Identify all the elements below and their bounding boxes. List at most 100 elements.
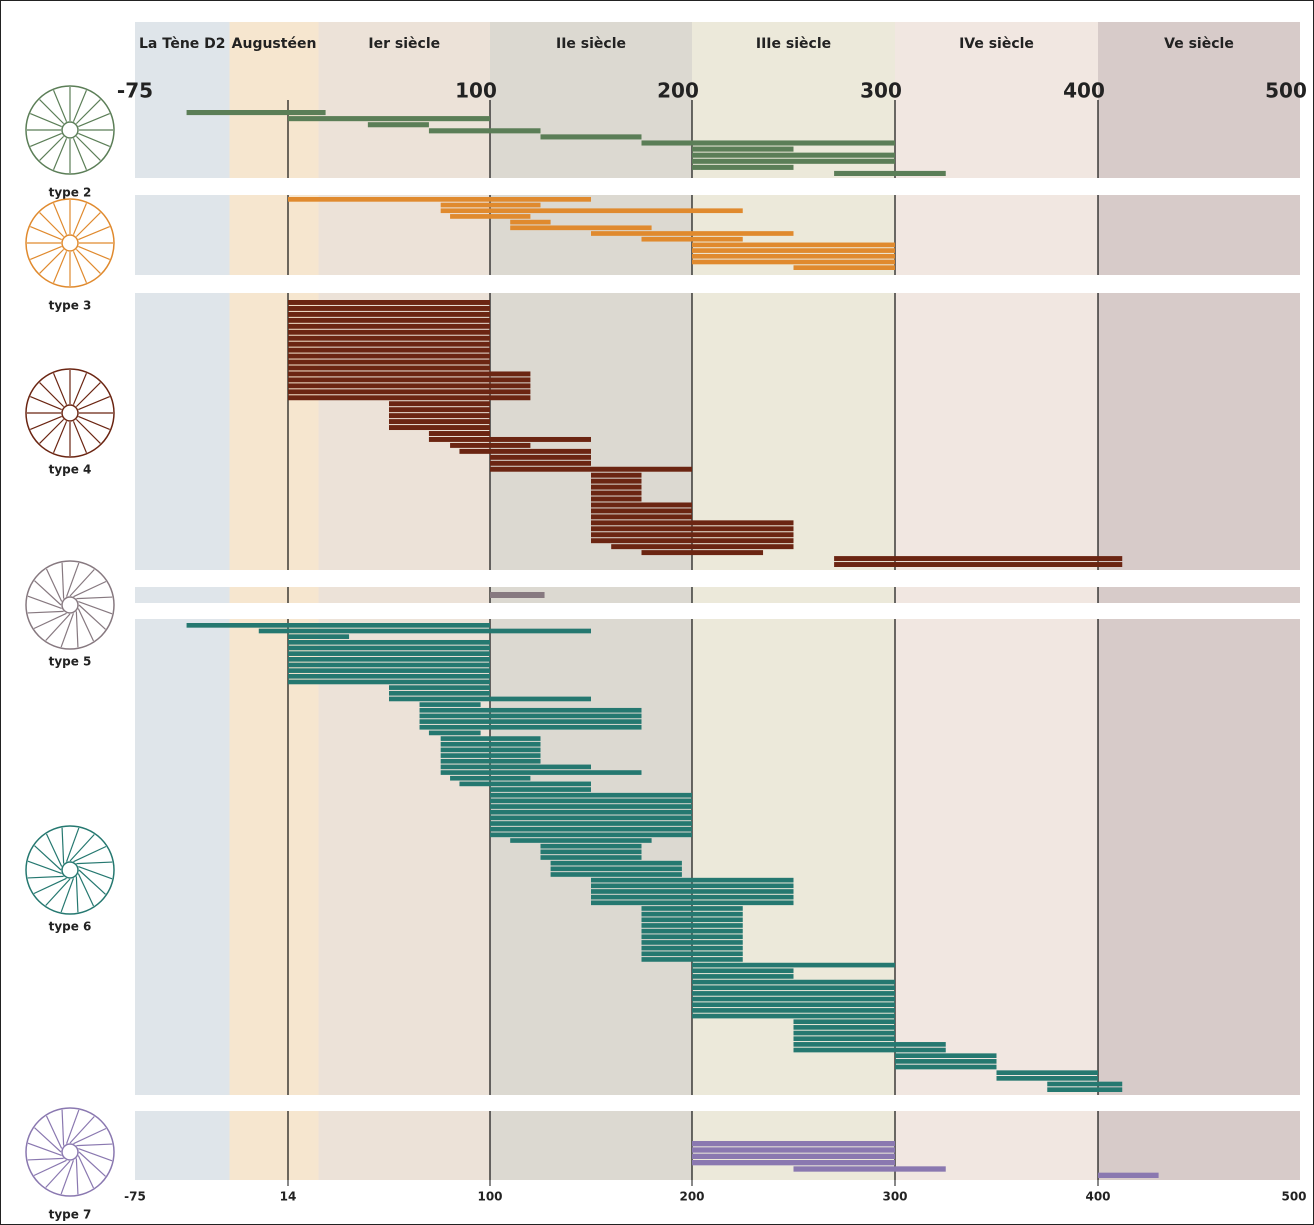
range-bar <box>389 407 490 413</box>
series <box>692 1141 1159 1178</box>
range-bar <box>641 928 743 934</box>
period-band <box>229 195 319 275</box>
range-bar <box>288 347 490 353</box>
icon-stroke <box>78 1147 113 1162</box>
icon-stroke <box>33 612 67 630</box>
range-bar <box>288 656 490 662</box>
range-bar <box>288 197 591 202</box>
range-bar <box>793 1025 895 1030</box>
icon-stroke <box>78 132 110 148</box>
icon-stroke <box>78 869 106 895</box>
icon-stroke <box>30 225 62 241</box>
icon-stroke <box>45 613 71 641</box>
range-bar <box>793 1166 946 1172</box>
range-bar <box>428 128 541 134</box>
icon-stroke <box>76 861 113 865</box>
icon-stroke <box>27 610 64 614</box>
icon-stroke <box>75 135 101 161</box>
icon-stroke <box>52 138 68 170</box>
range-bar <box>641 140 895 146</box>
range-bar <box>692 962 895 968</box>
period-label: IIIe siècle <box>756 36 831 52</box>
range-bar <box>490 787 591 792</box>
icon-stroke <box>75 212 101 238</box>
range-bar <box>490 826 692 832</box>
x-tick-label: -75 <box>124 1190 146 1204</box>
range-bar <box>692 242 895 248</box>
icon-stroke <box>34 580 62 606</box>
range-bar <box>591 490 642 496</box>
type-icon <box>25 1107 115 1197</box>
range-bar <box>692 152 895 158</box>
range-bar <box>996 1076 1098 1081</box>
icon-stroke <box>60 1160 75 1195</box>
icon-stroke <box>78 600 113 615</box>
x-tick-label: 100 <box>477 1190 502 1204</box>
icon-stroke <box>52 373 68 405</box>
period-band <box>135 1111 230 1180</box>
range-bar <box>793 1019 895 1025</box>
range-bar <box>692 146 794 152</box>
period-band <box>895 195 1098 275</box>
range-bar <box>510 219 551 225</box>
range-bar <box>440 208 743 214</box>
range-bar <box>793 265 895 270</box>
period-band <box>229 22 319 178</box>
icon-stroke <box>78 245 110 261</box>
period-band <box>229 1111 319 1180</box>
range-bar <box>591 496 642 502</box>
range-bar <box>510 838 652 843</box>
period-band <box>895 293 1098 570</box>
series <box>288 197 895 270</box>
range-bar <box>591 508 692 514</box>
range-bar <box>641 934 743 940</box>
range-bar <box>490 832 692 838</box>
range-bar <box>459 781 591 787</box>
icon-stroke <box>60 613 75 648</box>
period-band <box>318 22 490 178</box>
icon-stroke <box>78 604 106 630</box>
period-label: La Tène D2 <box>139 36 226 52</box>
range-bar <box>288 662 490 668</box>
range-bar <box>834 556 1123 562</box>
range-bar <box>591 889 794 894</box>
top-tick-label: -75 <box>117 79 153 103</box>
range-bar <box>419 724 642 730</box>
icon-stroke <box>75 1158 79 1195</box>
period-band <box>135 22 230 178</box>
range-bar <box>692 1008 895 1013</box>
icon-stroke <box>78 865 113 880</box>
period-band <box>692 587 895 603</box>
type-icon <box>25 825 115 915</box>
period-band <box>318 619 490 1095</box>
icon-stroke <box>75 382 101 408</box>
range-bar <box>641 906 743 911</box>
period-band <box>318 195 490 275</box>
legend-label: type 5 <box>49 655 92 669</box>
range-bar <box>419 707 642 713</box>
range-bar <box>288 329 490 335</box>
range-bar <box>389 696 591 702</box>
range-bar <box>288 311 490 317</box>
range-bar <box>440 770 642 775</box>
period-band <box>1098 587 1300 603</box>
legend-label: type 4 <box>49 463 92 477</box>
period-band <box>318 1111 490 1180</box>
top-tick-label: 500 <box>1265 79 1307 103</box>
range-bar <box>834 170 946 176</box>
range-bar <box>490 804 692 809</box>
icon-stroke <box>77 873 95 907</box>
range-bar <box>288 395 531 401</box>
range-bar <box>490 466 692 472</box>
icon-stroke <box>61 1109 65 1146</box>
icon-stroke <box>78 112 110 128</box>
range-bar <box>490 592 545 598</box>
range-bar <box>641 917 743 923</box>
range-bar <box>591 502 692 508</box>
range-bar <box>288 317 490 323</box>
icon-stroke <box>73 1127 107 1145</box>
icon-stroke <box>45 878 71 906</box>
icon-stroke <box>39 248 65 274</box>
icon-stroke <box>39 382 65 408</box>
icon-stroke <box>52 90 68 122</box>
